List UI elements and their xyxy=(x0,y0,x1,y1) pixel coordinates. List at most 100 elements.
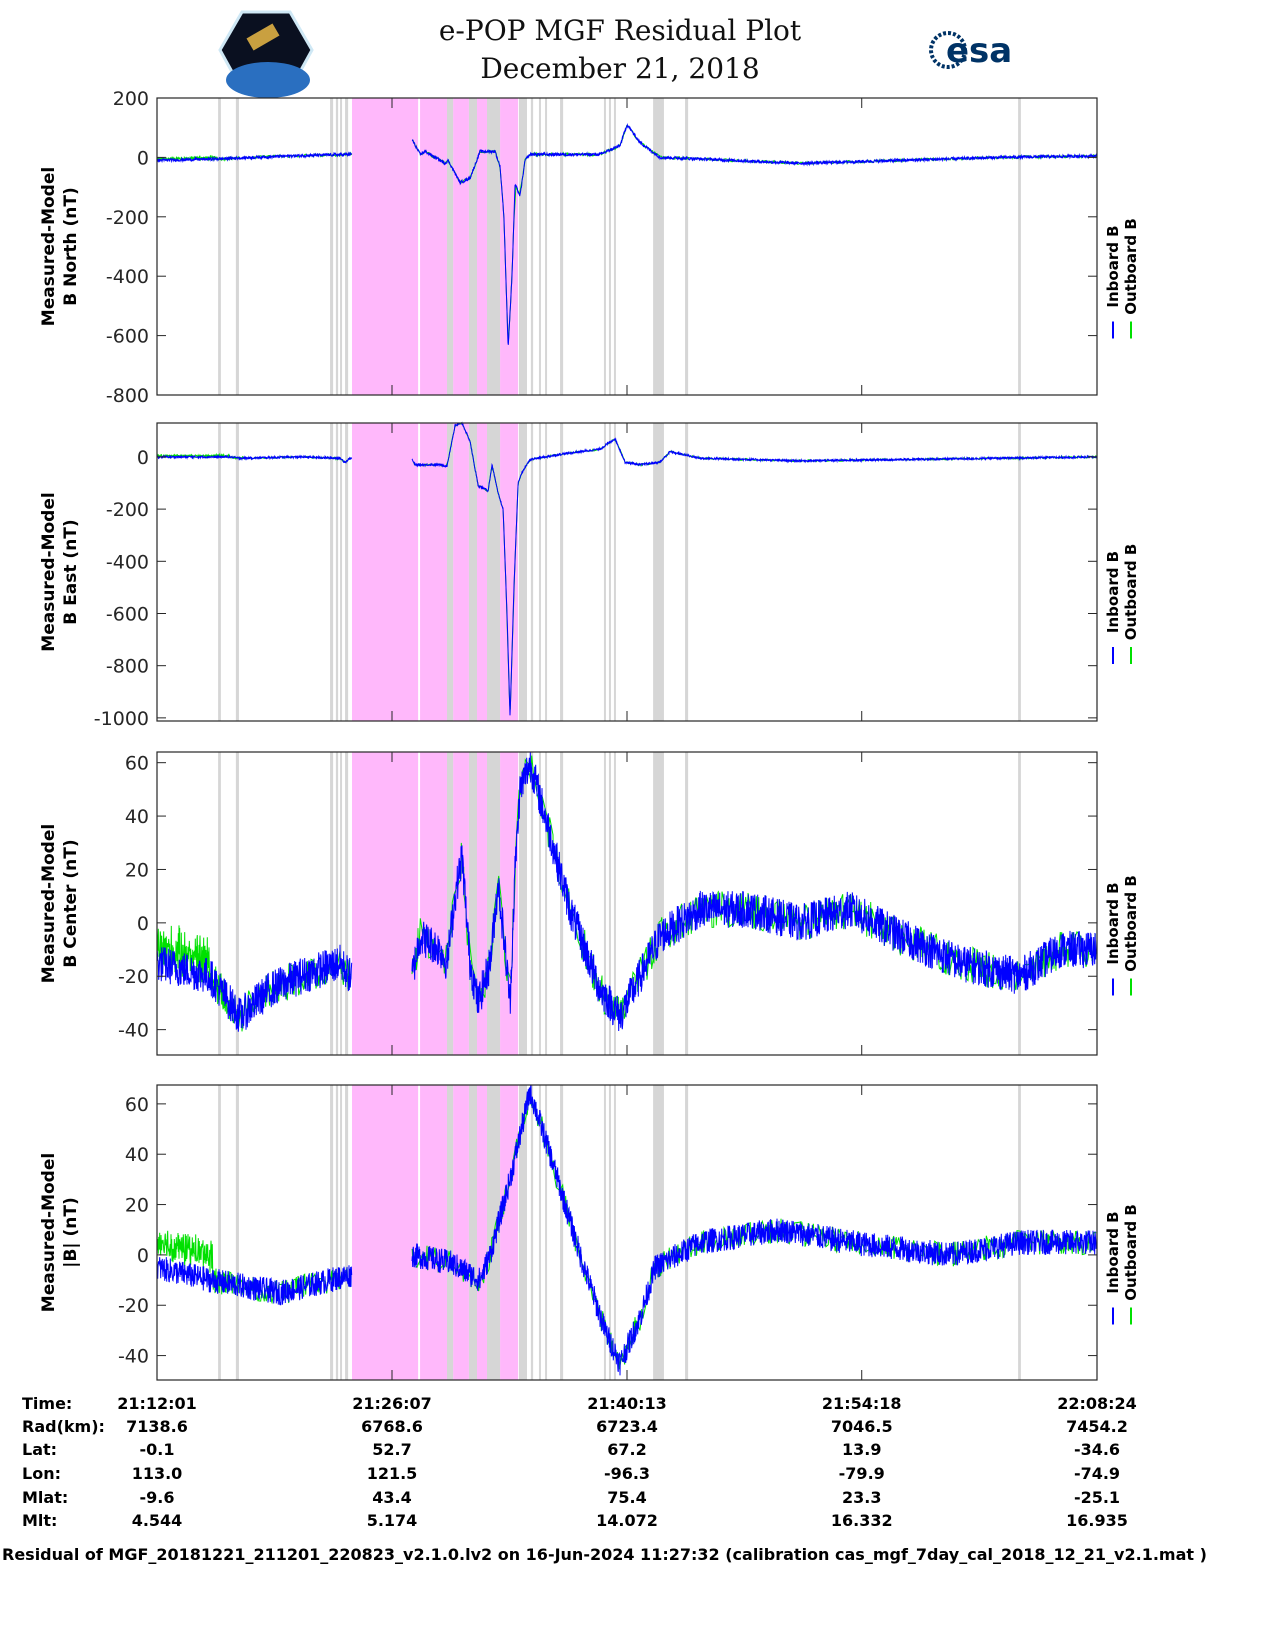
table-cell: 43.4 xyxy=(372,1488,412,1507)
gray-band xyxy=(530,752,534,1055)
pink-band xyxy=(420,1085,447,1380)
gray-band xyxy=(468,752,477,1055)
pink-band xyxy=(477,98,487,395)
pink-band xyxy=(453,752,469,1055)
pink-band xyxy=(352,98,419,395)
gray-band xyxy=(487,98,501,395)
gray-band xyxy=(218,1085,221,1380)
gray-band xyxy=(518,1085,527,1380)
pink-band xyxy=(453,423,469,721)
gray-band xyxy=(608,423,611,721)
y-tick-label: 0 xyxy=(137,147,149,169)
gray-band xyxy=(685,98,689,395)
legend-label: Outboard B xyxy=(1122,218,1140,315)
gray-band xyxy=(345,98,349,395)
gray-band xyxy=(560,752,564,1055)
gray-band xyxy=(530,98,534,395)
gray-band xyxy=(545,98,548,395)
gray-band xyxy=(235,98,239,395)
y-tick-label: -40 xyxy=(118,1346,149,1368)
gray-band xyxy=(487,423,501,721)
panel-4: 60 40 20 0 -20 -40 Measured-Model |B| (nT) Inboa… xyxy=(39,1084,1140,1381)
panel-1: 200 0 -200 -400 -600 -800 Measured-Model B Nort… xyxy=(39,88,1140,407)
y-tick-label: -400 xyxy=(106,551,149,573)
gray-band xyxy=(613,752,616,1055)
table-cell: 67.2 xyxy=(607,1440,647,1459)
pink-band xyxy=(453,1085,469,1380)
gray-band xyxy=(340,98,343,395)
gray-band xyxy=(545,1085,548,1380)
inboard-b-series xyxy=(156,1257,353,1306)
pink-band xyxy=(352,423,419,721)
y-tick-label: -200 xyxy=(106,499,149,521)
table-cell: 21:12:01 xyxy=(117,1394,197,1413)
gray-band xyxy=(235,423,239,721)
gray-band xyxy=(468,98,477,395)
pink-band xyxy=(352,752,419,1055)
gray-band xyxy=(345,423,349,721)
gray-band xyxy=(330,98,334,395)
gray-band xyxy=(545,752,548,1055)
table-cell: 5.174 xyxy=(366,1511,418,1530)
gray-band xyxy=(538,752,541,1055)
pink-band xyxy=(352,1085,419,1380)
row-label: Time: xyxy=(22,1394,73,1413)
axes-box xyxy=(156,1084,1098,1381)
y-tick-label: 0 xyxy=(137,447,149,469)
table-cell: 113.0 xyxy=(131,1464,183,1483)
outboard-b-series xyxy=(156,1230,349,1305)
y-axis-label: Measured-Model xyxy=(39,824,59,983)
y-tick-label: -1000 xyxy=(94,708,149,730)
gray-band xyxy=(608,98,611,395)
gray-band xyxy=(560,1085,564,1380)
y-axis-label: Measured-Model xyxy=(39,492,59,651)
gray-band xyxy=(1018,98,1021,395)
gray-band xyxy=(518,423,527,721)
gray-band xyxy=(335,752,339,1055)
pink-band xyxy=(453,98,469,395)
row-label: Lon: xyxy=(22,1464,61,1483)
table-cell: -34.6 xyxy=(1073,1440,1121,1459)
gray-band xyxy=(653,423,664,721)
table-cell: -9.6 xyxy=(139,1488,175,1507)
table-cell: 6768.6 xyxy=(361,1417,423,1436)
gray-band xyxy=(447,752,454,1055)
table-cell: 7046.5 xyxy=(830,1417,893,1436)
table-cell: -79.9 xyxy=(838,1464,885,1483)
gray-band xyxy=(653,1085,664,1380)
y-axis-label: Measured-Model xyxy=(39,167,59,326)
inboard-b-series xyxy=(411,421,1098,716)
gray-band xyxy=(335,1085,339,1380)
pink-band xyxy=(477,1085,487,1380)
table-cell: 14.072 xyxy=(596,1511,658,1530)
gray-band xyxy=(518,98,527,395)
gray-band xyxy=(685,1085,689,1380)
y-tick-label: 200 xyxy=(113,88,149,110)
y-axis-label: Measured-Model xyxy=(39,1153,59,1312)
footer-caption: Residual of MGF_20181221_211201_220823_v… xyxy=(2,1545,1207,1564)
gray-band xyxy=(613,423,616,721)
gray-band xyxy=(545,423,548,721)
y-tick-label: 20 xyxy=(125,1195,149,1217)
gray-band xyxy=(653,752,664,1055)
gray-band xyxy=(613,1085,616,1380)
y-axis-label: B Center (nT) xyxy=(61,839,81,967)
chart-title: e-POP MGF Residual Plot xyxy=(438,14,802,47)
y-tick-label: -600 xyxy=(106,603,149,625)
inboard-b-series xyxy=(156,151,353,164)
legend-label: Inboard B xyxy=(1104,225,1122,307)
table-cell: 22:08:24 xyxy=(1057,1394,1137,1413)
gray-band xyxy=(447,423,454,721)
gray-band xyxy=(653,98,664,395)
gray-band xyxy=(447,98,454,395)
gray-band xyxy=(518,752,527,1055)
y-tick-label: -800 xyxy=(106,385,149,407)
y-tick-label: 60 xyxy=(125,1094,149,1116)
row-label: Mlt: xyxy=(22,1511,58,1530)
table-cell: -74.9 xyxy=(1073,1464,1121,1483)
gray-band xyxy=(530,423,534,721)
legend-label: Inboard B xyxy=(1104,1211,1122,1293)
table-cell: 7454.2 xyxy=(1066,1417,1128,1436)
gray-band xyxy=(235,752,239,1055)
table-cell: 6723.4 xyxy=(596,1417,658,1436)
